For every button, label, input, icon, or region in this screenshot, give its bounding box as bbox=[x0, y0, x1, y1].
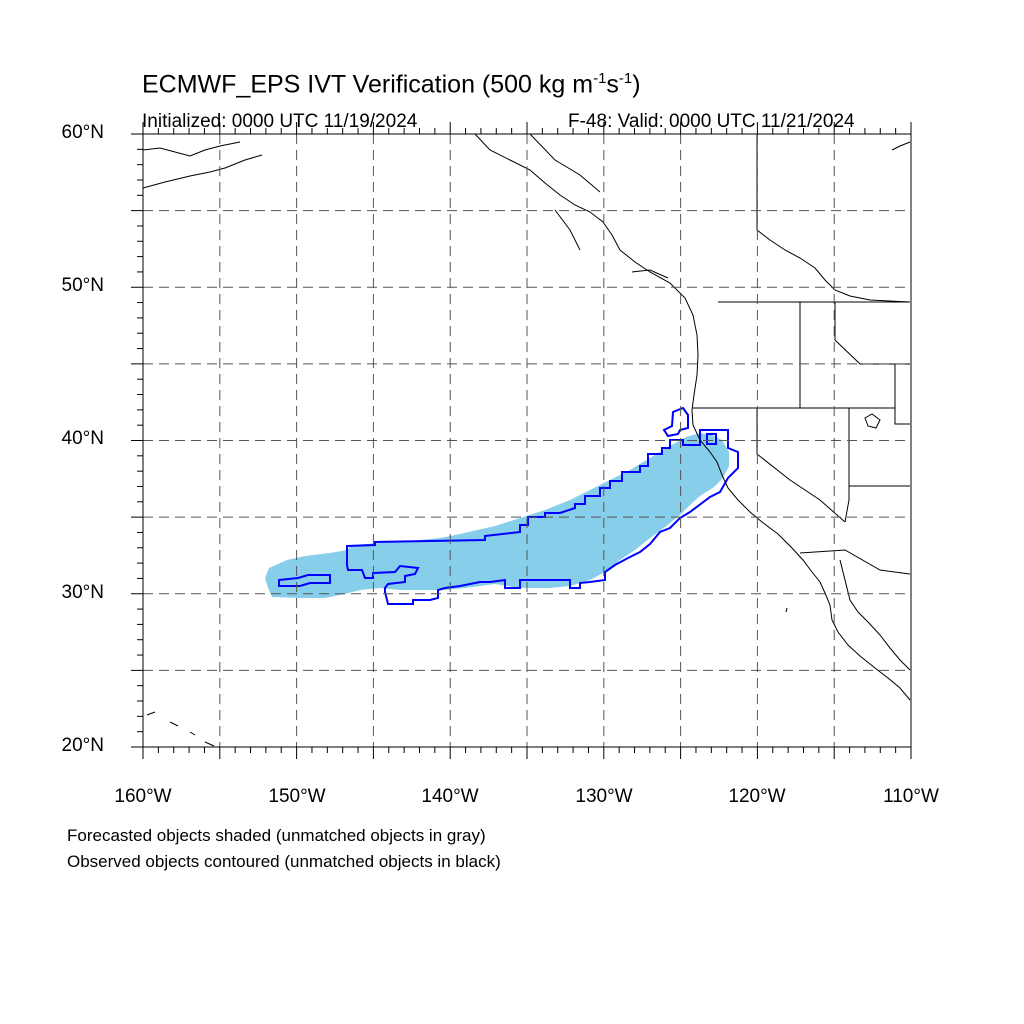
lat-lon-grid bbox=[143, 134, 911, 747]
observed-ivt-contour-north bbox=[662, 406, 689, 438]
observed-ivt-contour-small bbox=[278, 574, 331, 587]
coastlines bbox=[142, 133, 911, 747]
lat-label-30n: 30°N bbox=[61, 582, 104, 603]
axis-ticks bbox=[131, 122, 912, 759]
lat-label-60n: 60°N bbox=[61, 122, 104, 143]
lon-label-140w: 140°W bbox=[421, 786, 479, 807]
valid-time: F-48: Valid: 0000 UTC 11/21/2024 bbox=[568, 111, 855, 132]
lat-label-50n: 50°N bbox=[61, 275, 104, 296]
lon-label-130w: 130°W bbox=[575, 786, 633, 807]
observed-ivt-contour bbox=[346, 429, 739, 605]
lon-label-150w: 150°W bbox=[268, 786, 326, 807]
forecast-note: Forecasted objects shaded (unmatched obj… bbox=[67, 826, 486, 845]
lon-label-110w: 110°W bbox=[883, 786, 939, 807]
lat-label-20n: 20°N bbox=[61, 735, 104, 756]
initialized-time: Initialized: 0000 UTC 11/19/2024 bbox=[142, 111, 418, 132]
observed-note: Observed objects contoured (unmatched ob… bbox=[67, 852, 501, 871]
lat-label-40n: 40°N bbox=[61, 428, 104, 449]
map-title: ECMWF_EPS IVT Verification (500 kg m-1s-… bbox=[142, 70, 641, 99]
forecast-ivt-object bbox=[265, 433, 729, 598]
lon-label-160w: 160°W bbox=[114, 786, 172, 807]
lon-label-120w: 120°W bbox=[728, 786, 786, 807]
